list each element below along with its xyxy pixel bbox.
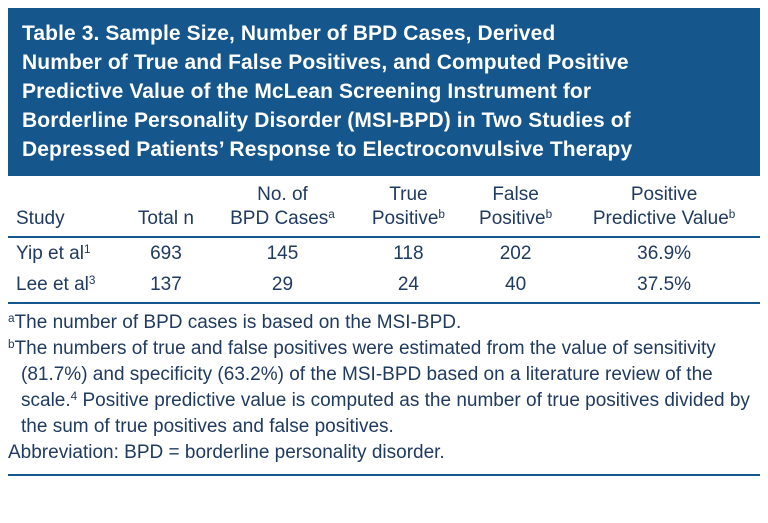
data-table: Study Total n No. of BPD Casesa True Pos…	[8, 180, 760, 304]
cell-study: Yip et al1	[16, 242, 91, 264]
col-header-ppv: Positive Predictive Valueb	[568, 180, 760, 238]
cell-ppv: 37.5%	[568, 269, 760, 304]
footnote-a: aThe number of BPD cases is based on the…	[8, 311, 462, 333]
abbreviation-note: Abbreviation: BPD = borderline personali…	[8, 442, 445, 463]
col-header-total-n-label: Total n	[137, 208, 194, 229]
cell-true-positive: 118	[393, 243, 424, 264]
footnote-marker-b: b	[728, 207, 736, 221]
col-header-bpd-cases: No. of BPD Casesa	[211, 180, 354, 238]
col-header-study: Study	[8, 180, 121, 238]
cell-total-n: 137	[120, 269, 212, 304]
footnote-marker-a: a	[8, 311, 15, 325]
cell-ppv: 36.9%	[637, 243, 692, 264]
cell-bpd-cases: 29	[211, 269, 354, 304]
footnotes: aThe number of BPD cases is based on the…	[8, 310, 750, 466]
table-title-box: Table 3. Sample Size, Number of BPD Case…	[8, 8, 760, 176]
reference-marker-4: 4	[70, 389, 78, 403]
title-line-4: Borderline Personality Disorder (MSI-BPD…	[22, 109, 631, 132]
col-header-false-positive: False Positiveb	[462, 180, 569, 238]
reference-marker: 3	[88, 273, 96, 287]
table-row-lee: Lee et al3 137 29 24 40 37.5%	[8, 269, 760, 304]
reference-marker: 1	[83, 242, 91, 256]
title-line-5: Depressed Patients’ Response to Electroc…	[22, 138, 633, 161]
cell-false-positive: 202	[499, 243, 532, 264]
title-line-1: Table 3. Sample Size, Number of BPD Case…	[22, 22, 556, 45]
table-row-yip: Yip et al1 693 145 118 202 36.9%	[8, 237, 760, 269]
cell-true-positive: 24	[353, 269, 463, 304]
col-header-true-positive: True Positiveb	[353, 180, 463, 238]
title-line-2: Number of True and False Positives, and …	[22, 51, 629, 74]
cell-total-n: 693	[150, 243, 182, 264]
footnote-b: bThe numbers of true and false positives…	[8, 337, 750, 437]
footnote-marker-b: b	[438, 207, 445, 221]
header-row: Study Total n No. of BPD Casesa True Pos…	[8, 180, 760, 238]
col-header-study-label: Study	[16, 208, 65, 229]
col-header-total-n: Total n	[120, 180, 212, 238]
cell-bpd-cases: 145	[266, 243, 299, 264]
title-line-3: Predictive Value of the McLean Screening…	[22, 80, 592, 103]
bottom-rule	[8, 474, 760, 476]
footnote-marker-a: a	[328, 207, 335, 221]
footnote-marker-b: b	[8, 337, 15, 351]
cell-false-positive: 40	[462, 269, 569, 304]
footnote-marker-b: b	[545, 207, 553, 221]
cell-study: Lee et al3	[8, 269, 121, 304]
